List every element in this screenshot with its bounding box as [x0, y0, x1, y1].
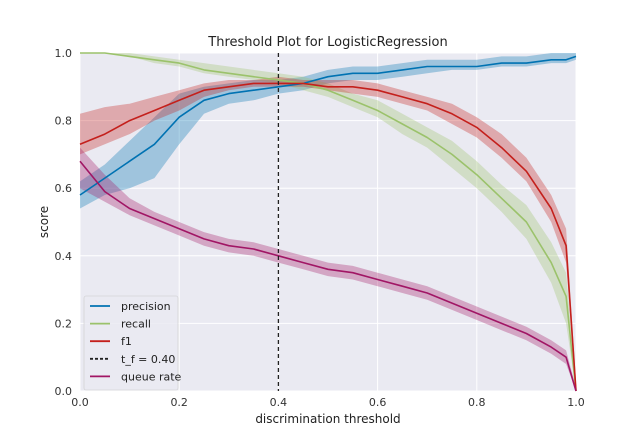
legend-label: queue rate: [121, 370, 182, 383]
line-queue-rate: [79, 160, 577, 392]
x-axis-label: discrimination threshold: [255, 412, 400, 426]
y-axis-label: score: [37, 206, 51, 238]
legend-box: [83, 295, 179, 391]
y-tick-label: 1.0: [55, 47, 73, 60]
series-lines: [79, 52, 577, 392]
x-tick-label: 0.4: [270, 396, 288, 409]
legend-label: precision: [121, 300, 171, 313]
x-tick-label: 1.0: [567, 396, 585, 409]
line-recall: [80, 52, 577, 392]
legend-label: t_f = 0.40: [121, 353, 175, 366]
axis-ticks: 0.0 0.2 0.4 0.6 0.8 1.0 0.0 0.2 0.4 0.6 0.8 1.0: [55, 47, 585, 409]
y-tick-label: 0.0: [55, 385, 73, 398]
x-tick-label: 0.0: [71, 396, 89, 409]
y-tick-label: 0.8: [55, 115, 73, 128]
y-tick-label: 0.2: [55, 317, 73, 330]
y-tick-label: 0.4: [55, 250, 73, 263]
band-f1: [80, 76, 576, 391]
x-tick-label: 0.6: [369, 396, 387, 409]
chart-title: Threshold Plot for LogisticRegression: [207, 35, 447, 50]
line-precision: [79, 55, 577, 196]
legend: precision recall f1 t_f = 0.40 queue rate: [83, 295, 182, 391]
x-tick-label: 0.2: [170, 396, 188, 409]
line-f1: [79, 82, 577, 392]
legend-label: recall: [121, 318, 151, 331]
x-tick-label: 0.8: [468, 396, 486, 409]
band-precision: [80, 53, 576, 209]
y-tick-label: 0.6: [55, 182, 73, 195]
legend-label: f1: [121, 335, 132, 348]
